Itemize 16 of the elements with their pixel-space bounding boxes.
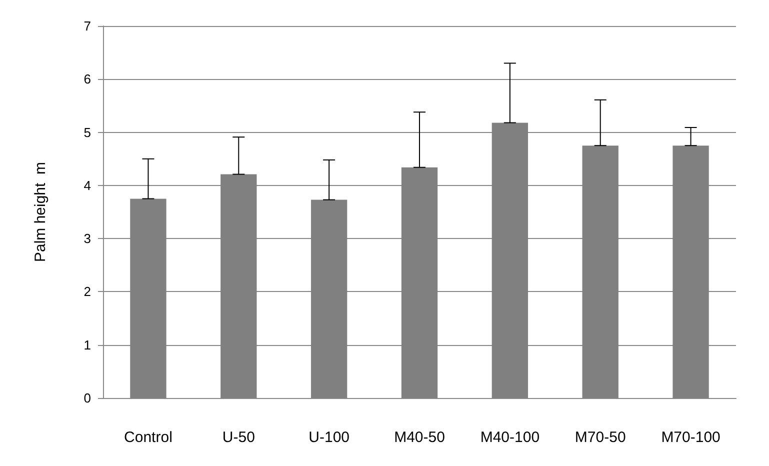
y-tick-label: 5	[84, 124, 91, 140]
y-tick-label: 1	[84, 337, 91, 352]
y-tick-label: 7	[84, 18, 91, 34]
y-tick-label: 6	[84, 72, 91, 87]
y-tick-label: 3	[84, 231, 91, 246]
x-tick-label: M40-50	[394, 429, 445, 446]
y-tick-label: 0	[84, 390, 91, 406]
x-tick-label: U-50	[222, 429, 255, 446]
x-tick-label: M70-100	[661, 429, 720, 446]
x-tick-label: M70-50	[574, 429, 626, 446]
y-tick-label: 2	[84, 284, 91, 300]
x-tick-label: Control	[124, 429, 172, 446]
y-axis-title: Palm height m	[32, 162, 49, 262]
x-tick-label: U-100	[308, 429, 350, 446]
y-tick-label: 4	[84, 178, 91, 193]
x-tick-label: M40-100	[480, 429, 540, 446]
